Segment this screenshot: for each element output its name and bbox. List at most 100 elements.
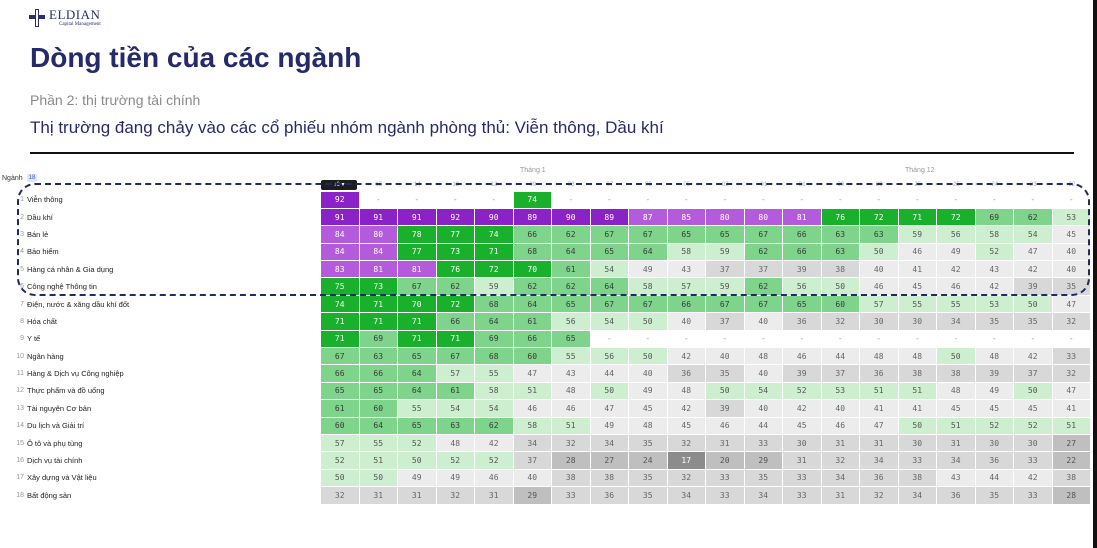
heatmap-cell[interactable]: 38 bbox=[552, 469, 590, 487]
heatmap-cell[interactable]: - bbox=[590, 330, 628, 348]
heatmap-cell[interactable]: - bbox=[475, 191, 513, 208]
table-row[interactable]: 11 Hàng & Dịch vụ Công nghiệp 66 66 64 57 55 47… bbox=[0, 365, 1093, 382]
heatmap-cell[interactable]: 62 bbox=[513, 278, 551, 295]
heatmap-cell[interactable]: - bbox=[706, 191, 744, 208]
heatmap-cell[interactable]: 45 bbox=[1052, 226, 1090, 243]
table-row[interactable]: 15 Ô tô và phụ tùng 57 55 52 48 42 34 32 34 35 32 31… bbox=[0, 434, 1093, 452]
heatmap-cell[interactable]: 57 bbox=[860, 295, 898, 313]
heatmap-cell[interactable]: 61 bbox=[321, 400, 359, 417]
heatmap-cell[interactable]: 60 bbox=[359, 400, 397, 417]
heatmap-cell[interactable]: 58 bbox=[667, 243, 705, 261]
heatmap-cell[interactable]: 68 bbox=[475, 348, 513, 365]
heatmap-cell[interactable]: 71 bbox=[398, 330, 436, 348]
heatmap-cell[interactable]: 52 bbox=[975, 417, 1013, 434]
heatmap-cell[interactable]: - bbox=[706, 330, 744, 348]
heatmap-cell[interactable]: 56 bbox=[590, 348, 628, 365]
column-header[interactable]: 09 bbox=[529, 182, 537, 188]
heatmap-cell[interactable]: 32 bbox=[552, 434, 590, 452]
heatmap-cell[interactable]: 51 bbox=[937, 417, 975, 434]
heatmap-cell[interactable]: 69 bbox=[975, 208, 1013, 226]
heatmap-cell[interactable]: 34 bbox=[744, 487, 782, 504]
heatmap-cell[interactable]: 42 bbox=[975, 278, 1013, 295]
heatmap-cell[interactable]: 34 bbox=[937, 452, 975, 469]
heatmap-cell[interactable]: 80 bbox=[706, 208, 744, 226]
table-row[interactable]: 13 Tài nguyên Cơ bản 61 60 55 54 54 46 46 47 45 42 3… bbox=[0, 400, 1093, 417]
heatmap-cell[interactable]: - bbox=[398, 191, 436, 208]
heatmap-cell[interactable]: 34 bbox=[898, 487, 936, 504]
heatmap-cell[interactable]: 65 bbox=[552, 295, 590, 313]
heatmap-cell[interactable]: - bbox=[667, 191, 705, 208]
heatmap-cell[interactable]: 67 bbox=[629, 295, 667, 313]
heatmap-cell[interactable]: 55 bbox=[937, 295, 975, 313]
table-row[interactable]: 12 Thực phẩm và đồ uống 65 65 64 61 58 51 48 50 49… bbox=[0, 382, 1093, 400]
heatmap-cell[interactable]: 42 bbox=[937, 261, 975, 278]
heatmap-cell[interactable]: 37 bbox=[821, 365, 859, 382]
column-header[interactable]: 13 bbox=[452, 182, 460, 188]
heatmap-cell[interactable]: 34 bbox=[667, 487, 705, 504]
heatmap-cell[interactable]: 42 bbox=[1014, 469, 1052, 487]
heatmap-cell[interactable]: 52 bbox=[398, 434, 436, 452]
heatmap-cell[interactable]: 55 bbox=[898, 295, 936, 313]
heatmap-cell[interactable]: - bbox=[744, 191, 782, 208]
heatmap-cell[interactable]: 49 bbox=[629, 261, 667, 278]
heatmap-cell[interactable]: 49 bbox=[975, 382, 1013, 400]
heatmap-cell[interactable]: 45 bbox=[898, 278, 936, 295]
heatmap-cell[interactable]: 34 bbox=[513, 434, 551, 452]
table-row[interactable]: 18 Bất động sản 32 31 31 32 31 29 33 36 35 34 33 34 33… bbox=[0, 487, 1093, 504]
table-row[interactable]: 5 Hàng cá nhân & Gia dụng 83 81 81 76 72 70 61 54… bbox=[0, 261, 1093, 278]
heatmap-cell[interactable]: 47 bbox=[1014, 243, 1052, 261]
table-row[interactable]: 6 Công nghệ Thông tin 75 73 67 62 59 62 62 64 58 57… bbox=[0, 278, 1093, 295]
heatmap-cell[interactable]: 55 bbox=[359, 434, 397, 452]
heatmap-cell[interactable]: 71 bbox=[321, 313, 359, 330]
heatmap-cell[interactable]: 20 bbox=[706, 452, 744, 469]
heatmap-cell[interactable]: 32 bbox=[1052, 313, 1090, 330]
heatmap-cell[interactable]: 52 bbox=[321, 452, 359, 469]
heatmap-cell[interactable]: 66 bbox=[359, 365, 397, 382]
heatmap-cell[interactable]: 53 bbox=[975, 295, 1013, 313]
heatmap-cell[interactable]: - bbox=[590, 191, 628, 208]
heatmap-cell[interactable]: 35 bbox=[629, 487, 667, 504]
heatmap-cell[interactable]: 46 bbox=[937, 278, 975, 295]
heatmap-cell[interactable]: 62 bbox=[552, 226, 590, 243]
heatmap-cell[interactable]: 35 bbox=[975, 313, 1013, 330]
heatmap-cell[interactable]: 46 bbox=[552, 400, 590, 417]
heatmap-cell[interactable]: 42 bbox=[1014, 348, 1052, 365]
heatmap-cell[interactable]: 58 bbox=[475, 382, 513, 400]
heatmap-cell[interactable]: 67 bbox=[590, 295, 628, 313]
heatmap-cell[interactable]: 45 bbox=[629, 400, 667, 417]
column-header[interactable]: 14 bbox=[413, 182, 421, 188]
sort-column-button[interactable]: ↓6 ▾ bbox=[321, 180, 357, 190]
heatmap-cell[interactable]: 31 bbox=[860, 434, 898, 452]
heatmap-cell[interactable]: 70 bbox=[513, 261, 551, 278]
heatmap-cell[interactable]: - bbox=[744, 330, 782, 348]
heatmap-cell[interactable]: - bbox=[1014, 330, 1052, 348]
heatmap-cell[interactable]: 33 bbox=[744, 434, 782, 452]
heatmap-cell[interactable]: 47 bbox=[1052, 295, 1090, 313]
heatmap-cell[interactable]: 65 bbox=[359, 382, 397, 400]
heatmap-cell[interactable]: 37 bbox=[513, 452, 551, 469]
heatmap-cell[interactable]: 54 bbox=[475, 400, 513, 417]
heatmap-cell[interactable]: 50 bbox=[821, 278, 859, 295]
heatmap-cell[interactable]: 31 bbox=[937, 434, 975, 452]
table-row[interactable]: 2 Dầu khí 91 91 91 92 90 89 90 89 87 85 80 80 81 76 72 71… bbox=[0, 208, 1093, 226]
heatmap-cell[interactable]: 40 bbox=[744, 313, 782, 330]
heatmap-cell[interactable]: - bbox=[629, 191, 667, 208]
heatmap-cell[interactable]: 28 bbox=[552, 452, 590, 469]
heatmap-cell[interactable]: 31 bbox=[475, 487, 513, 504]
heatmap-cell[interactable]: 42 bbox=[667, 400, 705, 417]
heatmap-cell[interactable]: 32 bbox=[321, 487, 359, 504]
heatmap-cell[interactable]: 59 bbox=[706, 243, 744, 261]
heatmap-cell[interactable]: 40 bbox=[860, 261, 898, 278]
heatmap-cell[interactable]: 41 bbox=[860, 400, 898, 417]
heatmap-cell[interactable]: 27 bbox=[1052, 434, 1090, 452]
heatmap-cell[interactable]: 67 bbox=[629, 226, 667, 243]
heatmap-cell[interactable]: 59 bbox=[475, 278, 513, 295]
heatmap-cell[interactable]: 31 bbox=[398, 487, 436, 504]
heatmap-cell[interactable]: 46 bbox=[475, 469, 513, 487]
heatmap-cell[interactable]: 66 bbox=[513, 330, 551, 348]
heatmap-cell[interactable]: 39 bbox=[706, 400, 744, 417]
heatmap-cell[interactable]: 61 bbox=[552, 261, 590, 278]
heatmap-cell[interactable]: 38 bbox=[937, 365, 975, 382]
heatmap-cell[interactable]: 48 bbox=[744, 348, 782, 365]
heatmap-cell[interactable]: - bbox=[1052, 330, 1090, 348]
